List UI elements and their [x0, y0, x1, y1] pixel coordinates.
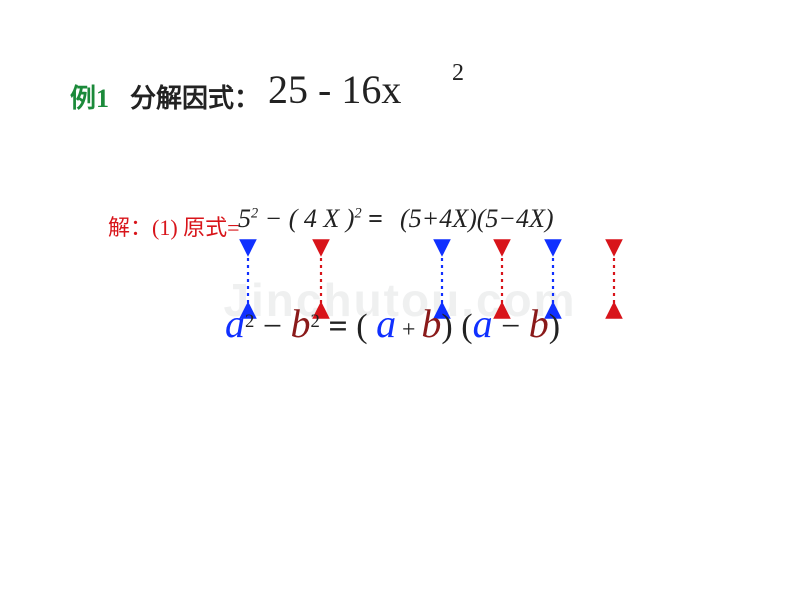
formula-eq: = [320, 308, 356, 345]
main-expression: 25 - 16x [268, 66, 401, 113]
step-paren-sup: 2 [354, 205, 361, 221]
formula-a2: a [376, 301, 396, 346]
formula-plus: + [396, 317, 421, 343]
expr-minus: - [308, 67, 341, 112]
example-number: 例1 [70, 84, 109, 113]
result-expression: (5+4X)(5−4X) [400, 204, 554, 234]
formula-minus: − [254, 308, 290, 345]
formula-b3: b [529, 301, 549, 346]
main-expression-sup: 2 [452, 60, 464, 87]
step-equals: = [362, 204, 383, 233]
step-lparen: ( [289, 204, 304, 233]
formula-b1-sup: 2 [311, 311, 320, 332]
step-minus: − [258, 204, 289, 233]
step-4x: 4 X [304, 204, 346, 233]
expr-25: 25 [268, 67, 308, 112]
formula: a2 − b2 = ( a + b) (a − b) [225, 300, 560, 347]
formula-rparen: ) [549, 308, 560, 345]
formula-a1: a [225, 301, 245, 346]
formula-lparen: ( [356, 308, 376, 345]
formula-minus2: − [493, 308, 529, 345]
formula-b1: b [291, 301, 311, 346]
formula-rparen2: ) ( [441, 308, 472, 345]
step-5: 5 [238, 204, 251, 233]
formula-a3: a [473, 301, 493, 346]
formula-a1-sup: 2 [245, 311, 254, 332]
step-expression: 52 − ( 4 X )2 = [238, 204, 383, 234]
formula-b2: b [421, 301, 441, 346]
example-label: 例1 [70, 78, 109, 115]
problem-prefix: 分解因式： [130, 78, 260, 115]
expr-16x: 16x [341, 67, 401, 112]
solution-prefix: 解：(1) 原式= [108, 210, 240, 242]
